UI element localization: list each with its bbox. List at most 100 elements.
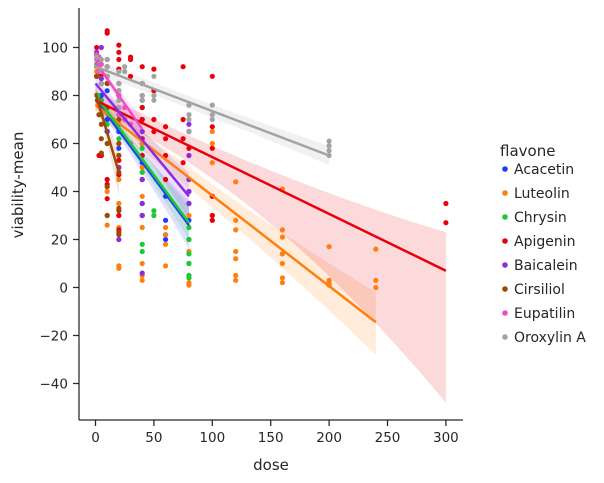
axes: 0 50 100 150 200 250 300 −40 −20 0 20 40 60 80 100 do… [9, 8, 463, 474]
point-apigenin [116, 42, 122, 48]
point-luteolin [104, 222, 110, 228]
point-oroxylin-a [122, 68, 128, 75]
point-apigenin [151, 66, 157, 72]
legend: flavone Acacetin Luteolin Chrysin Apigenin B… [500, 142, 586, 346]
point-apigenin [209, 124, 215, 130]
point-apigenin [104, 30, 110, 36]
point-cirsiliol [98, 150, 104, 156]
point-oroxylin-a [139, 97, 145, 103]
point-apigenin [443, 220, 449, 226]
y-tick-label: −20 [40, 329, 69, 345]
point-luteolin [162, 232, 169, 238]
fit-line-oroxylin-a [95, 65, 330, 157]
y-tick-label: 40 [51, 185, 68, 201]
point-cirsiliol [116, 140, 122, 147]
point-cirsiliol [98, 136, 104, 142]
legend-marker-chrysin [502, 214, 508, 220]
point-baicalein [116, 236, 122, 243]
point-luteolin [104, 188, 110, 195]
point-oroxylin-a [151, 73, 157, 79]
point-baicalein [139, 176, 145, 183]
point-luteolin [186, 282, 192, 288]
legend-label-baicalein: Baicalein [514, 258, 578, 274]
point-cirsiliol [116, 152, 122, 159]
point-apigenin [180, 64, 186, 70]
point-chrysin [116, 136, 122, 142]
legend-label-luteolin: Luteolin [514, 186, 570, 202]
point-apigenin [162, 136, 169, 142]
point-apigenin [139, 104, 145, 111]
point-apigenin [162, 152, 169, 159]
point-luteolin [373, 284, 379, 291]
legend-label-acacetin: Acacetin [514, 162, 574, 178]
point-acacetin [116, 145, 122, 151]
x-tick-label: 200 [316, 430, 342, 446]
point-apigenin [180, 116, 186, 123]
point-apigenin [162, 176, 169, 183]
point-oroxylin-a [326, 138, 332, 144]
point-acacetin [162, 236, 169, 243]
point-luteolin [116, 176, 122, 183]
legend-marker-apigenin [502, 238, 508, 244]
point-chrysin [139, 248, 145, 255]
point-apigenin [180, 136, 186, 142]
point-luteolin [139, 193, 145, 199]
point-luteolin [279, 227, 285, 233]
point-acacetin [104, 88, 110, 94]
x-axis-label: dose [253, 456, 289, 474]
point-oroxylin-a [139, 92, 145, 99]
point-chrysin [151, 212, 157, 219]
point-baicalein [186, 121, 192, 127]
legend-marker-eupatilin [502, 310, 508, 316]
point-oroxylin-a [209, 112, 215, 118]
point-cirsiliol [116, 232, 122, 238]
point-oroxylin-a [116, 68, 122, 75]
legend-label-apigenin: Apigenin [514, 234, 576, 250]
point-apigenin [209, 73, 215, 79]
regression-lines [94, 61, 447, 324]
point-cirsiliol [116, 208, 122, 214]
x-tick-label: 0 [91, 430, 100, 446]
point-oroxylin-a [326, 143, 332, 149]
y-axis-label: viability-mean [9, 132, 27, 239]
point-chrysin [139, 169, 145, 175]
point-chrysin [139, 241, 145, 247]
y-tick-label: 0 [59, 281, 68, 297]
point-luteolin [326, 244, 332, 250]
point-oroxylin-a [104, 64, 110, 70]
point-oroxylin-a [209, 102, 215, 108]
point-chrysin [151, 208, 157, 214]
point-apigenin [116, 212, 122, 219]
point-apigenin [104, 196, 110, 202]
legend-marker-baicalein [502, 262, 508, 268]
point-luteolin [279, 275, 285, 281]
point-baicalein [186, 152, 192, 159]
point-oroxylin-a [186, 112, 192, 118]
point-chrysin [186, 251, 192, 257]
point-oroxylin-a [326, 148, 332, 154]
point-oroxylin-a [94, 54, 100, 60]
point-apigenin [127, 56, 134, 63]
y-tick-label: −40 [40, 377, 69, 393]
point-luteolin [233, 248, 239, 255]
point-apigenin [209, 217, 215, 223]
point-apigenin [116, 157, 122, 163]
point-luteolin [139, 224, 145, 231]
x-ticks: 0 50 100 150 200 250 300 [91, 420, 459, 446]
point-luteolin [139, 164, 145, 171]
point-luteolin [373, 277, 379, 283]
point-luteolin [279, 251, 285, 257]
point-oroxylin-a [116, 80, 122, 87]
point-luteolin [233, 277, 239, 283]
legend-label-chrysin: Chrysin [514, 210, 567, 226]
point-apigenin [443, 200, 449, 207]
point-cirsiliol [104, 184, 110, 190]
point-luteolin [209, 160, 215, 166]
legend-label-eupatilin: Eupatilin [514, 306, 575, 322]
point-oroxylin-a [186, 128, 192, 135]
point-chrysin [186, 236, 192, 243]
point-oroxylin-a [122, 64, 128, 70]
y-tick-label: 100 [42, 41, 68, 57]
point-apigenin [116, 56, 122, 63]
